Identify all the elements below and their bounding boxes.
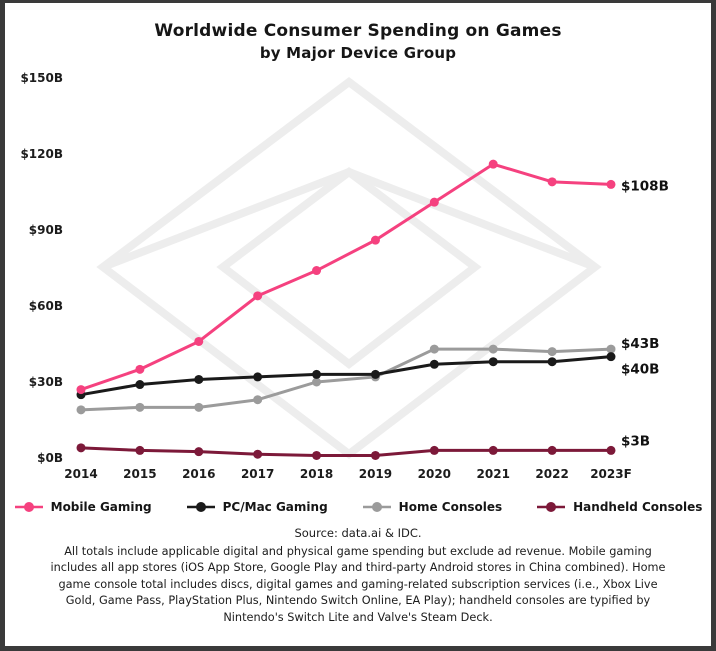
y-tick-label: $60B (29, 299, 63, 313)
y-tick-label: $0B (37, 451, 63, 465)
series-end-label: $108B (621, 178, 669, 194)
series-line-home-consoles (79, 347, 613, 412)
chart-title: Worldwide Consumer Spending on Games (154, 21, 562, 41)
data-point (253, 449, 263, 459)
legend-label: Handheld Consoles (573, 500, 703, 514)
data-point (370, 450, 380, 460)
data-point (312, 450, 322, 460)
series-end-label: $40B (621, 362, 659, 378)
x-tick-label: 2014 (64, 467, 97, 481)
x-tick-label: 2021 (477, 467, 510, 481)
data-point (429, 445, 439, 455)
data-point (370, 369, 380, 379)
chart-subtitle: by Major Device Group (259, 44, 457, 62)
x-tick-label: 2015 (123, 467, 156, 481)
legend-marker-icon (537, 502, 566, 512)
y-tick-label: $150B (20, 71, 63, 85)
legend-label: Home Consoles (398, 500, 503, 514)
data-point (606, 344, 616, 354)
legend-marker-icon (186, 502, 215, 512)
legend-marker-icon (362, 502, 391, 512)
data-point (547, 177, 557, 187)
data-point (253, 395, 263, 405)
source-note: Source: data.ai & IDC. (294, 526, 422, 540)
data-point (370, 235, 380, 245)
series-end-label: $3B (621, 433, 650, 449)
data-point (488, 445, 498, 455)
x-tick-label: 2023F (590, 467, 632, 481)
data-point (312, 377, 322, 387)
footnote-text: All totals include applicable digital an… (50, 545, 666, 624)
chart-card: Worldwide Consumer Spending on Games by … (5, 3, 711, 646)
x-tick-label: 2022 (535, 467, 568, 481)
data-point (253, 291, 263, 301)
data-point (135, 364, 145, 374)
series-line-mobile-gaming (79, 162, 613, 392)
data-point (488, 159, 498, 169)
data-point (194, 447, 204, 457)
legend-item: Home Consoles (362, 500, 502, 514)
legend-marker-icon (14, 502, 43, 512)
data-point (194, 374, 204, 384)
data-point (488, 344, 498, 354)
legend-label: Mobile Gaming (50, 500, 152, 514)
y-tick-label: $30B (29, 375, 63, 389)
data-point (429, 197, 439, 207)
data-point (135, 402, 145, 412)
dataai-diamond-watermark-icon (216, 166, 482, 370)
y-tick-label: $120B (20, 147, 63, 161)
data-point (76, 385, 86, 395)
data-point (135, 445, 145, 455)
data-point (547, 347, 557, 357)
data-point (606, 445, 616, 455)
spending-line-chart: $0B $30B $60B $90B $120B $150B 2014 2015 2016 201… (20, 71, 669, 481)
x-tick-label: 2019 (359, 467, 392, 481)
x-tick-label: 2016 (182, 467, 215, 481)
x-tick-label: 2020 (418, 467, 451, 481)
data-point (312, 266, 322, 276)
data-point (488, 357, 498, 367)
chart-legend: Mobile Gaming PC/Mac Gaming Home Consoles H… (5, 500, 711, 514)
series-line-pc-mac-gaming (79, 355, 613, 397)
data-point (606, 352, 616, 362)
x-tick-label: 2018 (300, 467, 333, 481)
data-point (429, 344, 439, 354)
series-line-handheld-consoles (79, 446, 613, 457)
data-point (135, 380, 145, 390)
data-point (76, 443, 86, 453)
data-point (606, 179, 616, 189)
data-point (547, 445, 557, 455)
data-point (253, 372, 263, 382)
data-point (76, 405, 86, 415)
data-point (429, 359, 439, 369)
data-point (547, 357, 557, 367)
y-tick-label: $90B (29, 223, 63, 237)
x-tick-label: 2017 (241, 467, 274, 481)
dataai-diamond-watermark-icon (101, 168, 351, 271)
data-point (312, 369, 322, 379)
legend-item: PC/Mac Gaming (186, 500, 328, 514)
legend-item: Mobile Gaming (14, 500, 152, 514)
data-point (194, 402, 204, 412)
series-end-label: $43B (621, 336, 659, 352)
dataai-diamond-watermark-icon (96, 76, 602, 460)
data-point (194, 336, 204, 346)
legend-label: PC/Mac Gaming (222, 500, 328, 514)
legend-item: Handheld Consoles (536, 500, 702, 514)
dataai-diamond-watermark-icon (347, 168, 597, 271)
